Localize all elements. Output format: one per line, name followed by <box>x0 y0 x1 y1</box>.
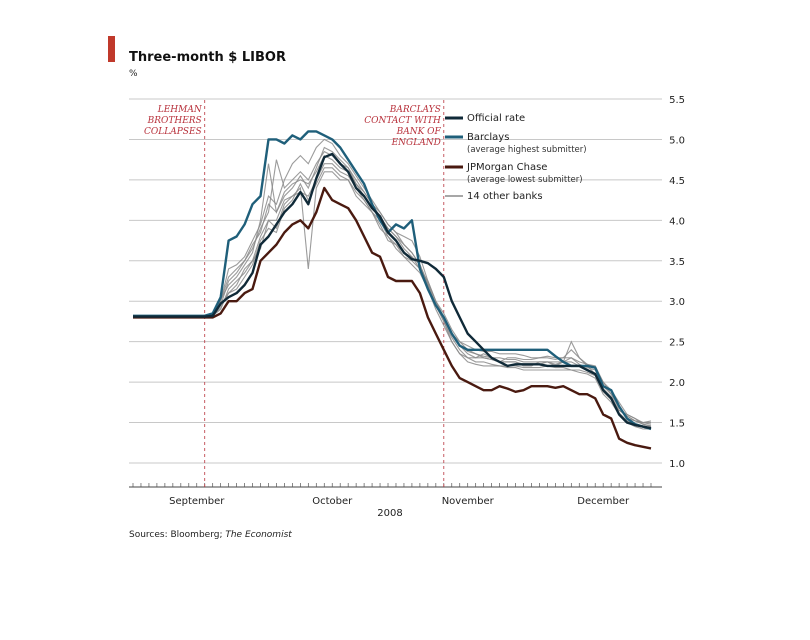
y-tick-label: 4.5 <box>669 176 685 187</box>
source-prefix: Sources: Bloomberg; <box>129 530 225 540</box>
y-tick-label: 2.5 <box>669 338 685 349</box>
series-line <box>133 152 652 430</box>
main-series-lines <box>133 130 652 450</box>
annotation-label: COLLAPSES <box>144 127 202 137</box>
legend-label: JPMorgan Chase <box>466 162 547 173</box>
x-axis: September October November December 2008 <box>129 483 662 519</box>
legend-label: Official rate <box>467 113 525 124</box>
legend-sublabel: (average lowest submitter) <box>467 175 583 185</box>
annotation-label: BANK OF <box>396 127 442 137</box>
x-year-label: 2008 <box>377 508 402 519</box>
chart-title: Three-month $ LIBOR <box>129 50 286 65</box>
annotation-label: BROTHERS <box>147 116 202 126</box>
other-bank-line <box>133 167 652 428</box>
legend: Official rate Barclays (average highest su… <box>445 113 587 202</box>
legend-sublabel: (average highest submitter) <box>467 145 587 155</box>
x-tick-label: September <box>169 496 225 507</box>
legend-label: Barclays <box>467 132 509 143</box>
source-publication: The Economist <box>225 530 292 540</box>
other-bank-line <box>133 146 651 424</box>
series-line <box>133 186 652 450</box>
other-bank-line <box>133 150 652 427</box>
x-tick-label: December <box>577 496 630 507</box>
x-tick-label: November <box>442 496 495 507</box>
annotation-label: LEHMAN <box>157 105 203 115</box>
x-tick-label: October <box>312 496 353 507</box>
y-tick-label: 3.5 <box>669 257 685 268</box>
y-tick-label: 5.5 <box>669 95 685 106</box>
y-axis: 1.0 1.5 2.0 2.5 3.0 3.5 4.0 4.5 5.0 5.5 <box>669 95 685 470</box>
y-tick-label: 1.0 <box>669 459 685 470</box>
annotation-label: CONTACT WITH <box>364 116 441 126</box>
annotation-label: BARCLAYS <box>389 105 441 115</box>
gridlines <box>129 98 662 464</box>
series-line <box>133 130 652 431</box>
other-bank-line <box>133 171 652 428</box>
y-tick-label: 2.0 <box>669 378 685 389</box>
y-tick-label: 4.0 <box>669 216 685 227</box>
annotation-label: ENGLAND <box>391 138 441 148</box>
unit-label: % <box>129 69 138 79</box>
economist-red-tab <box>108 36 115 62</box>
y-tick-label: 3.0 <box>669 297 685 308</box>
y-tick-label: 1.5 <box>669 419 685 430</box>
other-bank-line <box>133 163 651 430</box>
y-tick-label: 5.0 <box>669 135 685 146</box>
source-note: Sources: Bloomberg; The Economist <box>129 530 292 540</box>
legend-label: 14 other banks <box>467 191 543 202</box>
